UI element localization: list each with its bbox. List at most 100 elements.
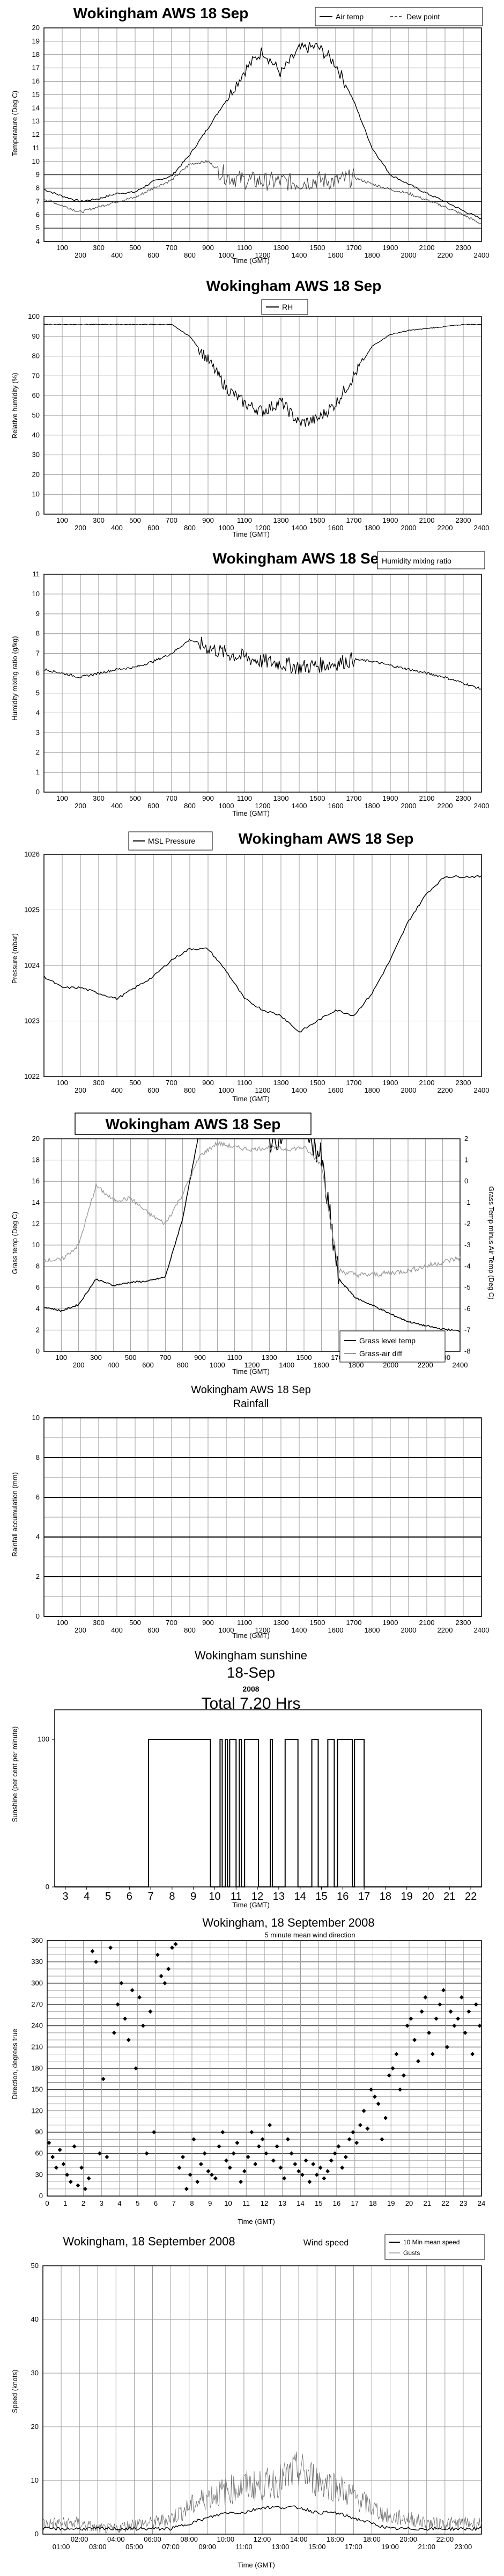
x-tick-label: 2000 xyxy=(401,251,417,259)
y-axis-label: Relative humidity (%) xyxy=(11,373,19,439)
x-tick-label: 19 xyxy=(387,2199,395,2207)
data-point xyxy=(390,2066,395,2070)
x-tick-label: 4 xyxy=(84,1891,90,1902)
y-axis-label: Temperature (Deg C) xyxy=(11,91,19,156)
y-tick-label: 3 xyxy=(36,728,40,736)
y-tick-label: 18 xyxy=(32,1156,40,1164)
x-tick-label: 1600 xyxy=(314,1361,329,1369)
x-tick-label: 11 xyxy=(243,2199,250,2207)
y-tick-label: 0 xyxy=(46,1883,49,1891)
data-point xyxy=(61,2162,66,2167)
data-point xyxy=(438,2002,442,2007)
x-tick-label: 400 xyxy=(111,802,123,810)
y-tick-label: 330 xyxy=(31,1958,43,1966)
data-point xyxy=(253,2162,258,2167)
x-tick-label: 2000 xyxy=(401,1626,417,1634)
sunshine-chart: 0 100 3 4 5 6 7 8 9 10 11 12 13 14 15 16 17 18 19 20 21 22 Wo… xyxy=(11,1649,482,1909)
y-axis-label-left: Grass temp (Deg C) xyxy=(11,1212,19,1274)
x-tick-label: 1100 xyxy=(237,1619,252,1627)
legend-label-mean-speed: 10 Min mean speed xyxy=(403,2238,459,2246)
data-point xyxy=(184,2186,189,2191)
mixing-ratio-chart-panel: 100 200 300 400 500 600 700 800 900 1000 1100 1200 1… xyxy=(10,544,494,820)
chart-title: Wokingham AWS 18 Sep xyxy=(191,1384,310,1396)
gridlines xyxy=(43,1418,482,1616)
data-point xyxy=(239,2179,243,2184)
gridlines xyxy=(43,1138,461,1352)
x-tick-label: 5 xyxy=(136,2199,139,2207)
x-tick-label: 10 xyxy=(224,2199,232,2207)
data-point xyxy=(383,2116,388,2120)
x-tick-label: 17 xyxy=(358,1891,370,1902)
series-line-mslp xyxy=(43,875,482,1033)
x-tick-label: 22 xyxy=(465,1891,477,1902)
y-tick-label: 90 xyxy=(35,2128,43,2136)
x-tick-label: 200 xyxy=(75,1626,86,1634)
y-tick-label: 300 xyxy=(31,1979,43,1987)
x-tick-label: 100 xyxy=(55,1353,67,1362)
x-tick-label: 2000 xyxy=(383,1361,398,1369)
x-tick-label: 1700 xyxy=(346,794,362,802)
data-point xyxy=(398,2087,403,2092)
y-tick-label: 0 xyxy=(36,788,40,796)
y-tick-label: 16 xyxy=(32,1177,40,1185)
data-point xyxy=(224,2158,229,2163)
x-tick-label: 14:00 xyxy=(290,2535,308,2543)
series-line-air-temp xyxy=(43,41,482,219)
legend-label-mixing-ratio: Humidity mixing ratio xyxy=(382,557,451,565)
x-tick-label: 1100 xyxy=(237,516,252,524)
data-point xyxy=(351,2130,355,2134)
series-line-rh xyxy=(43,324,482,427)
x-tick-label: 1000 xyxy=(219,524,234,532)
x-tick-label: 20 xyxy=(405,2199,413,2207)
data-point xyxy=(105,2155,109,2160)
x-tick-label: 1600 xyxy=(328,524,344,532)
y-tick-label: 2 xyxy=(36,1326,40,1334)
pressure-chart-panel: 100 200 300 400 500 600 700 800 900 1000 1100 1200 1… xyxy=(10,824,494,1106)
y-tick-label: 30 xyxy=(31,2369,39,2377)
data-point xyxy=(466,2009,471,2014)
y-tick-label: 150 xyxy=(31,2085,43,2094)
y-tick-label: 8 xyxy=(36,1453,40,1461)
y-tick-label: 2 xyxy=(36,748,40,756)
y-tick-label: 6 xyxy=(36,210,40,218)
data-point xyxy=(278,2165,283,2170)
y-tick-label: 4 xyxy=(36,237,40,245)
data-point xyxy=(181,2155,186,2160)
data-point xyxy=(231,2151,236,2156)
series-line-dew-point xyxy=(43,160,482,225)
data-point xyxy=(282,2176,287,2180)
data-point xyxy=(297,2169,301,2174)
chart-subtitle: 5 minute mean wind direction xyxy=(264,1931,355,1939)
legend-label-air-temp: Air temp xyxy=(336,12,364,21)
data-point xyxy=(155,1952,160,1957)
data-point xyxy=(249,2130,254,2134)
data-point xyxy=(401,2073,406,2078)
plot-frame xyxy=(54,1709,482,1887)
y-axis-label: Humidity mixing ratio (g/kg) xyxy=(11,636,19,721)
y-tick-label: 100 xyxy=(38,1735,49,1743)
data-point xyxy=(354,2140,359,2145)
data-point xyxy=(137,1995,142,2000)
data-point xyxy=(380,2137,384,2142)
data-point xyxy=(119,1981,124,1986)
x-tick-label: 10 xyxy=(209,1891,220,1902)
y-tick-label: 9 xyxy=(36,610,40,618)
mixing-ratio-chart: 1002003004005006007008009001000110012001… xyxy=(11,550,489,817)
chart-subtitle: Rainfall xyxy=(233,1398,269,1410)
y-tick-label: 20 xyxy=(32,24,40,32)
gridlines xyxy=(43,27,482,242)
y-tick-label: 1026 xyxy=(24,850,40,858)
data-point xyxy=(213,2176,218,2180)
x-tick-label: 1200 xyxy=(255,1626,271,1634)
y-tick-label: 20 xyxy=(32,470,40,478)
y-tick-label: 1022 xyxy=(24,1072,40,1080)
data-point xyxy=(409,2016,413,2021)
data-point xyxy=(79,2165,84,2170)
x-tick-label: 5 xyxy=(105,1891,111,1902)
data-point xyxy=(57,2148,62,2153)
y-tick-label: 10 xyxy=(32,590,40,598)
y-tick-label: 360 xyxy=(31,1936,43,1944)
x-tick-label: 200 xyxy=(75,524,86,532)
y-tick-label: 30 xyxy=(32,451,40,459)
x-tick-label: 1000 xyxy=(219,1626,234,1634)
